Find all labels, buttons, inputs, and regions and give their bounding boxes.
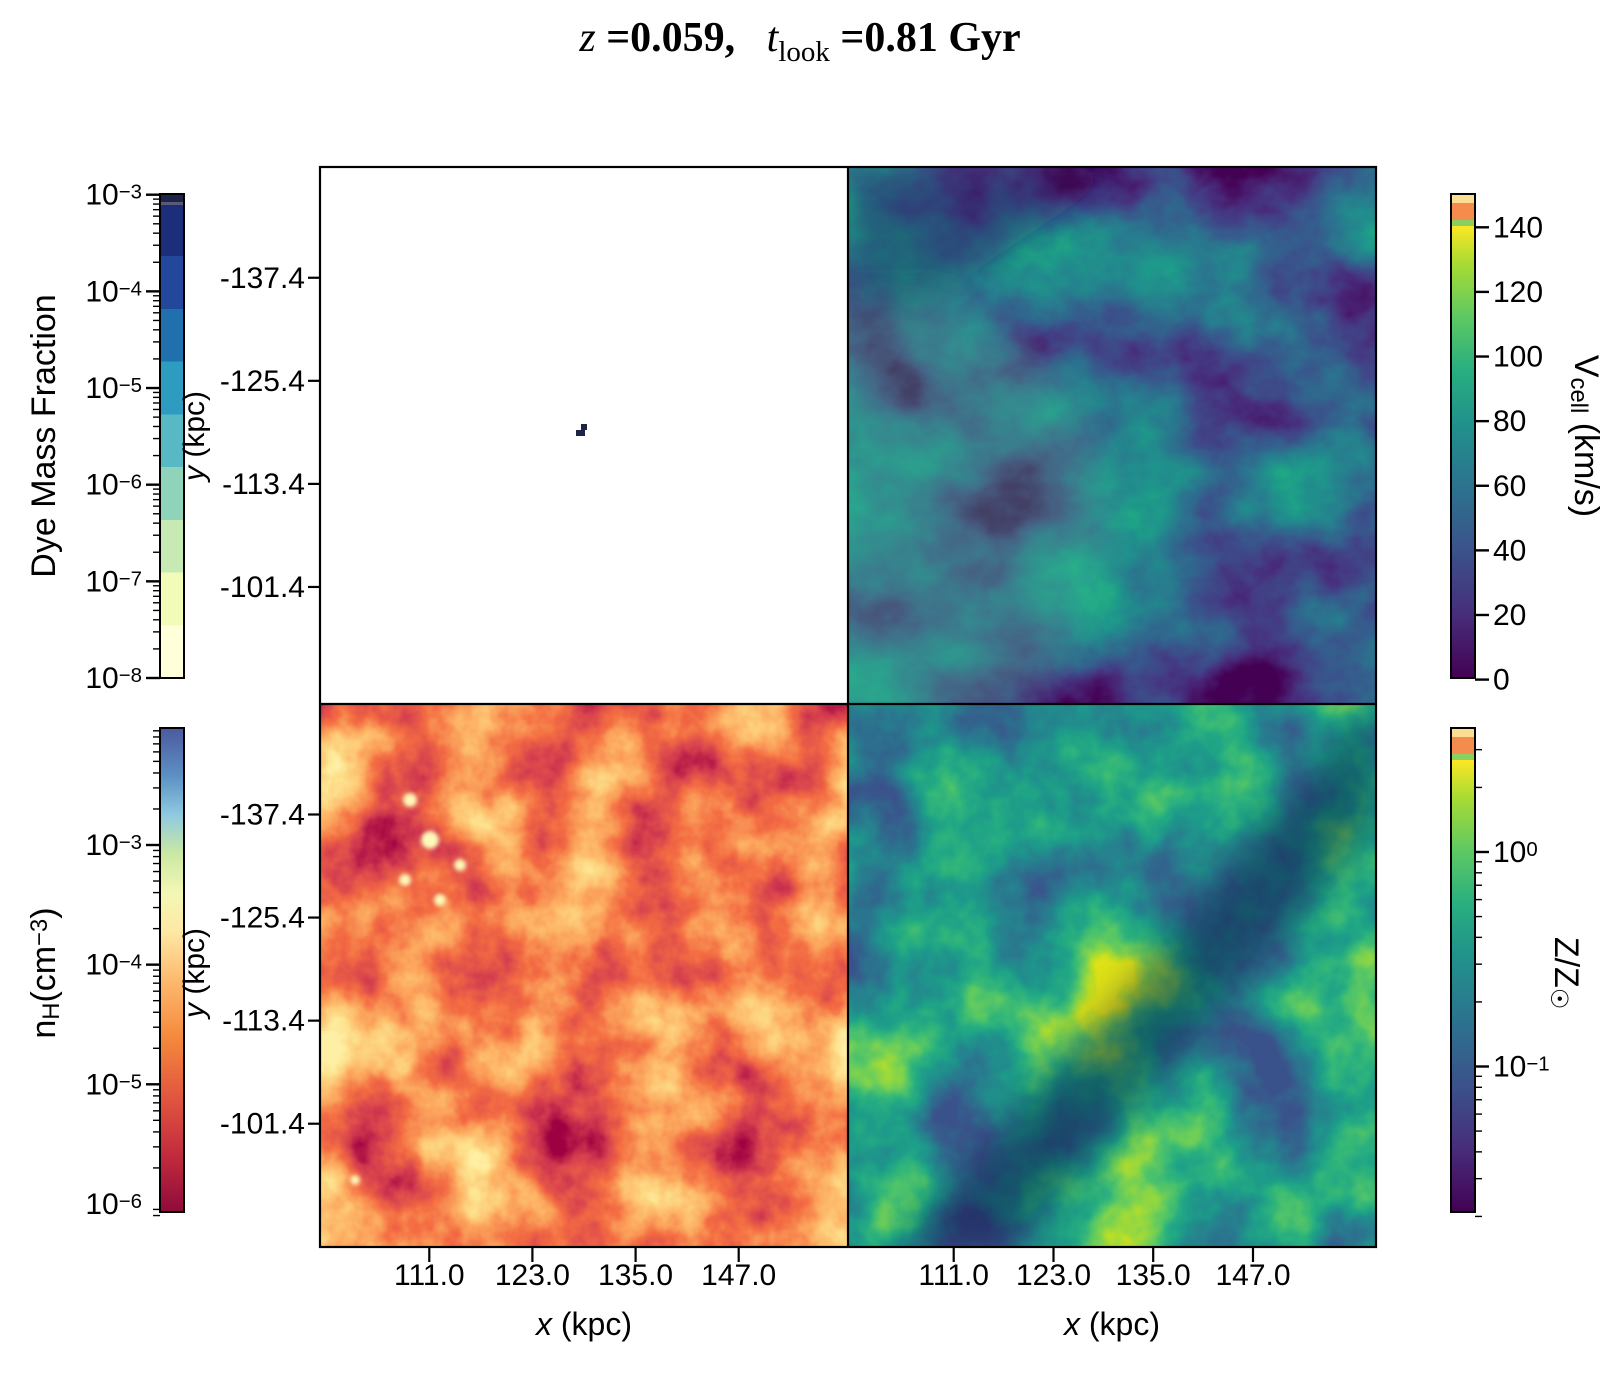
svg-text:10−7: 10−7	[85, 565, 142, 598]
svg-text:123.0: 123.0	[1016, 1259, 1091, 1292]
svg-text:y (kpc): y (kpc)	[178, 391, 211, 483]
svg-text:-125.4: -125.4	[220, 365, 305, 398]
svg-text:-137.4: -137.4	[220, 799, 305, 832]
svg-text:-137.4: -137.4	[220, 262, 305, 295]
svg-text:135.0: 135.0	[598, 1259, 673, 1292]
svg-text:10−4: 10−4	[85, 275, 142, 308]
svg-text:40: 40	[1493, 534, 1526, 567]
svg-text:10−6: 10−6	[85, 1188, 142, 1221]
svg-text:123.0: 123.0	[495, 1259, 570, 1292]
svg-text:10−8: 10−8	[85, 662, 142, 695]
svg-text:10−5: 10−5	[85, 1068, 142, 1101]
svg-text:10−3: 10−3	[85, 829, 142, 862]
svg-text:10−1: 10−1	[1493, 1051, 1550, 1084]
svg-text:-113.4: -113.4	[222, 1005, 305, 1038]
svg-text:147.0: 147.0	[1215, 1259, 1290, 1292]
svg-text:-101.4: -101.4	[220, 571, 305, 604]
svg-text:-125.4: -125.4	[220, 902, 305, 935]
svg-text:10−6: 10−6	[85, 469, 142, 502]
svg-text:20: 20	[1493, 599, 1526, 632]
svg-text:140: 140	[1493, 211, 1543, 244]
svg-text:100: 100	[1493, 836, 1538, 869]
svg-text:100: 100	[1493, 341, 1543, 374]
svg-text:nH(cm−3): nH(cm−3)	[25, 907, 65, 1038]
svg-text:135.0: 135.0	[1116, 1259, 1191, 1292]
svg-text:x (kpc): x (kpc)	[534, 1306, 632, 1342]
svg-text:10−3: 10−3	[85, 179, 142, 212]
svg-text:-113.4: -113.4	[222, 468, 305, 501]
svg-text:y (kpc): y (kpc)	[178, 928, 211, 1020]
svg-text:10−5: 10−5	[85, 372, 142, 405]
svg-text:147.0: 147.0	[701, 1259, 776, 1292]
svg-text:80: 80	[1493, 405, 1526, 438]
svg-text:111.0: 111.0	[918, 1259, 989, 1292]
svg-text:120: 120	[1493, 276, 1543, 309]
svg-text:111.0: 111.0	[394, 1259, 465, 1292]
svg-text:Z/Z☉: Z/Z☉	[1545, 937, 1585, 1009]
svg-text:10−4: 10−4	[85, 949, 142, 982]
svg-text:Vcell (km/s): Vcell (km/s)	[1565, 355, 1600, 517]
svg-text:0: 0	[1493, 664, 1510, 697]
svg-text:Dye Mass Fraction: Dye Mass Fraction	[25, 294, 63, 577]
svg-text:60: 60	[1493, 470, 1526, 503]
svg-text:x (kpc): x (kpc)	[1062, 1306, 1160, 1342]
svg-text:-101.4: -101.4	[220, 1108, 305, 1141]
